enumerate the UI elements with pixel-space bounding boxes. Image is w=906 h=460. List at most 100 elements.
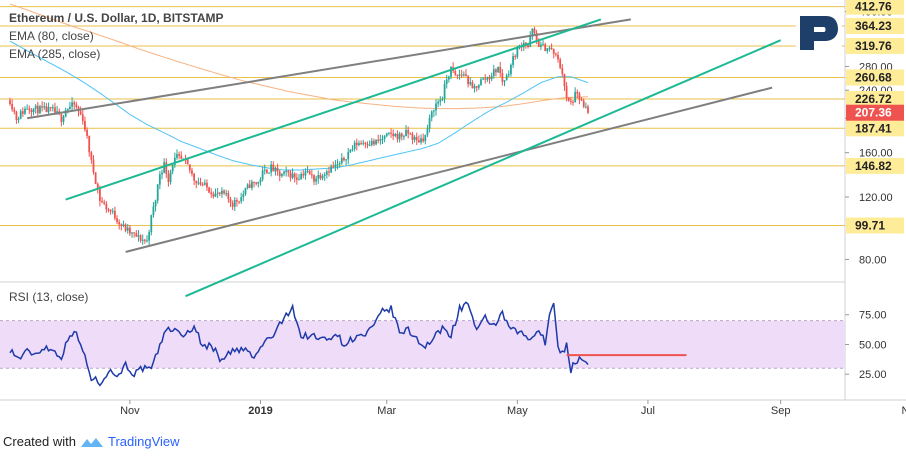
candle-body <box>293 173 296 178</box>
footer: Created with TradingView <box>3 434 180 449</box>
candle-body <box>180 155 183 159</box>
candle-body <box>229 198 232 203</box>
y-tick-label: 160.00 <box>859 148 893 160</box>
candle-body <box>392 133 395 137</box>
level-badge <box>846 157 904 174</box>
candle-body <box>101 200 103 203</box>
candle-body <box>69 106 71 110</box>
candle-body <box>330 166 333 173</box>
candle-body <box>244 188 247 195</box>
candle-body <box>437 101 440 104</box>
candle-body <box>47 106 50 113</box>
candle-body <box>385 133 388 136</box>
rsi-tick-label: 75.00 <box>859 310 887 322</box>
candle-body <box>238 201 240 203</box>
candle-body <box>218 192 221 194</box>
candle-body <box>173 157 176 165</box>
candle-body <box>381 138 384 140</box>
candle-body <box>11 104 14 110</box>
candle-body <box>9 100 11 105</box>
candle-body <box>388 132 390 134</box>
candle-body <box>212 194 215 197</box>
candle-body <box>146 240 148 242</box>
candle-body <box>28 108 31 111</box>
candle-body <box>465 74 467 77</box>
candle-body <box>36 105 39 114</box>
x-tick-label: Mar <box>377 405 396 417</box>
candle-body <box>578 93 581 100</box>
candle-body <box>231 202 234 207</box>
candle-body <box>377 139 380 141</box>
candle-body <box>206 182 208 188</box>
candle-body <box>156 184 159 201</box>
candle-body <box>370 140 373 145</box>
candle-body <box>415 136 418 141</box>
candle-body <box>88 135 91 153</box>
candle-body <box>533 28 536 33</box>
candle-body <box>445 79 448 85</box>
candle-body <box>582 100 585 107</box>
candle-body <box>186 158 189 165</box>
candle-body <box>310 174 313 176</box>
candle-body <box>563 73 566 87</box>
candle-body <box>122 224 125 226</box>
candle-body <box>34 105 37 109</box>
candle-body <box>565 86 568 98</box>
candle-body <box>193 173 196 181</box>
level-badge <box>846 38 904 55</box>
candle-body <box>287 170 290 173</box>
candle-body <box>306 170 309 172</box>
candle-body <box>559 59 562 68</box>
candle-body <box>176 154 178 158</box>
level-badge-label: 226.72 <box>855 92 892 106</box>
candle-body <box>92 159 95 173</box>
candle-body <box>137 235 140 237</box>
candle-body <box>103 202 106 204</box>
candle-body <box>454 71 457 75</box>
candle-body <box>304 171 307 176</box>
trendline-upper-green-channel[interactable] <box>65 18 602 201</box>
candle-body <box>355 142 358 146</box>
candle-body <box>257 182 260 184</box>
candle-body <box>514 56 517 58</box>
candle-body <box>75 104 78 108</box>
candle-body <box>191 170 193 174</box>
trendline-lower-green-channel[interactable] <box>185 39 782 298</box>
candle-body <box>99 189 101 201</box>
candle-body <box>94 172 97 184</box>
candle-body <box>62 116 65 122</box>
level-badge-label: 412.76 <box>855 0 892 14</box>
candle-body <box>19 111 22 119</box>
candle-body <box>203 182 206 185</box>
candle-body <box>54 107 56 113</box>
candle-body <box>469 82 472 85</box>
candle-body <box>501 73 504 82</box>
candle-body <box>569 100 572 102</box>
candle-body <box>26 108 29 110</box>
candle-body <box>317 174 320 179</box>
candle-body <box>546 48 549 52</box>
candle-body <box>167 173 170 182</box>
candle-body <box>41 106 44 108</box>
trendline-upper-grey-channel[interactable] <box>26 18 631 120</box>
candle-body <box>161 172 163 175</box>
candle-body <box>255 182 258 184</box>
tradingview-brand[interactable]: TradingView <box>107 434 180 449</box>
trendline-lower-grey-channel[interactable] <box>125 86 773 253</box>
last-price-badge <box>846 104 904 121</box>
rsi-tick-label: 25.00 <box>859 369 887 381</box>
candle-body <box>343 157 345 161</box>
candle-body <box>503 80 506 82</box>
candle-body <box>345 159 347 161</box>
candle-body <box>171 164 174 172</box>
candle-body <box>210 192 213 195</box>
candle-body <box>263 169 266 171</box>
candle-body <box>398 133 401 140</box>
candle-body <box>141 239 144 241</box>
candle-body <box>450 66 452 77</box>
candle-body <box>71 102 73 107</box>
candle-body <box>400 133 403 137</box>
candle-body <box>484 78 487 80</box>
candle-body <box>535 32 538 41</box>
